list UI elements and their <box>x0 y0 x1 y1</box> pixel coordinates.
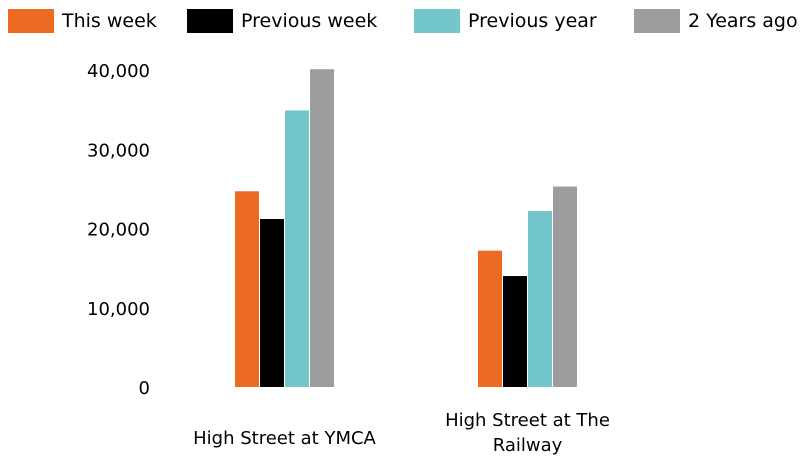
bar-previous-week <box>503 276 527 387</box>
y-tick-label: 0 <box>139 378 150 399</box>
legend-item-this-week: This week <box>8 8 157 34</box>
x-category-label: High Street at The Railway <box>445 410 610 456</box>
legend-item-2-years-ago: 2 Years ago <box>634 8 798 34</box>
legend-swatch-previous-year <box>414 9 460 33</box>
legend-label-previous-year: Previous year <box>468 10 597 32</box>
bar-this-week <box>235 191 259 387</box>
legend-label-2-years-ago: 2 Years ago <box>688 10 798 32</box>
legend-swatch-this-week <box>8 9 54 33</box>
legend-swatch-previous-week <box>187 9 233 33</box>
bar-this-week <box>478 250 502 387</box>
legend-label-this-week: This week <box>62 10 157 32</box>
bar-previous-week <box>260 218 284 387</box>
legend-label-previous-week: Previous week <box>241 10 378 32</box>
bar-2-years-ago <box>553 186 577 387</box>
chart-legend: This week Previous week Previous year 2 … <box>0 0 811 40</box>
y-tick-label: 20,000 <box>87 220 150 241</box>
y-tick-label: 30,000 <box>87 140 150 161</box>
legend-item-previous-week: Previous week <box>187 8 377 34</box>
legend-swatch-2-years-ago <box>634 9 680 33</box>
bar-2-years-ago <box>310 69 334 388</box>
bar-previous-year <box>528 211 552 387</box>
bar-previous-year <box>285 110 309 387</box>
y-tick-label: 10,000 <box>87 299 150 320</box>
legend-item-previous-year: Previous year <box>414 8 597 34</box>
y-tick-label: 40,000 <box>87 61 150 82</box>
x-category-label: High Street at YMCA <box>193 428 376 449</box>
